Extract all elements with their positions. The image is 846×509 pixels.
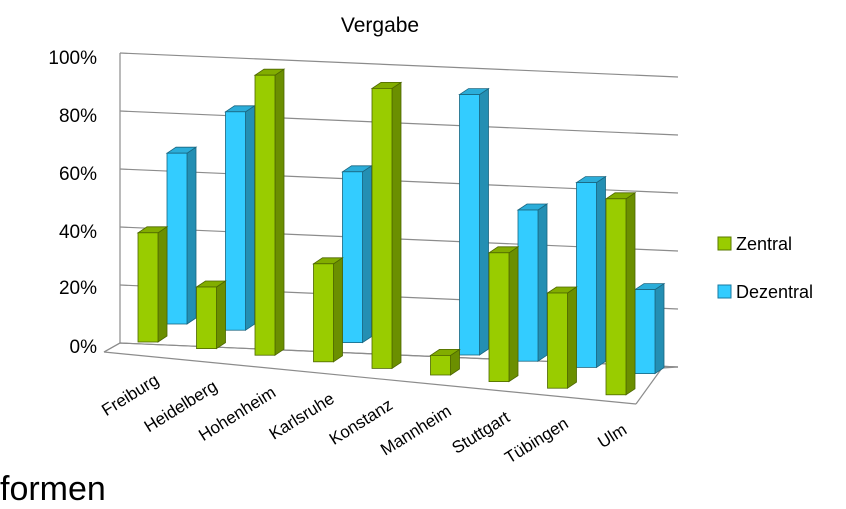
bar-front: [225, 111, 246, 331]
bar-front: [342, 171, 363, 344]
y-tick-label: 100%: [48, 48, 97, 69]
bar-side: [274, 68, 285, 356]
floor-side: [661, 366, 679, 369]
y-axis-ticks: 0% 20% 40% 60% 80% 100%: [48, 48, 97, 358]
bar-zentral: [604, 192, 637, 396]
bar-front: [430, 354, 451, 376]
y-tick-label: 20%: [59, 278, 97, 299]
floor-left-edge: [103, 342, 121, 353]
bar-layer: [136, 68, 666, 396]
bar-front: [517, 209, 539, 362]
bar-front: [634, 289, 656, 375]
bar-zentral: [370, 81, 403, 370]
y-tick-label: 0%: [70, 337, 98, 358]
legend-swatch-dezentral: [717, 284, 732, 299]
bar-dezentral: [165, 146, 198, 325]
gridline: [119, 52, 679, 78]
bar-side: [508, 246, 519, 383]
bar-dezentral: [224, 105, 256, 331]
bar-front: [254, 74, 276, 356]
floor-front-edge: [103, 351, 637, 405]
bar-front: [547, 292, 568, 389]
y-tick-label: 60%: [59, 164, 97, 185]
y-tick-label: 40%: [59, 222, 97, 243]
bar-front: [166, 152, 188, 325]
bar-side: [216, 280, 226, 350]
bar-front: [313, 263, 334, 363]
bar-front: [371, 88, 393, 369]
bar-dezentral: [516, 203, 549, 362]
bar-side: [362, 165, 372, 344]
bar-front: [459, 94, 480, 356]
bar-zentral: [195, 280, 227, 350]
bar-dezentral: [458, 87, 490, 356]
chart-title: Vergabe: [341, 14, 419, 37]
bar-front: [488, 252, 510, 383]
legend: Zentral Dezentral: [717, 234, 813, 302]
bar-front: [576, 182, 597, 368]
bar-front: [196, 286, 217, 349]
bar-dezentral: [633, 282, 666, 375]
bar-zentral: [253, 68, 286, 356]
bar-side: [245, 105, 255, 331]
category-label: Ulm: [594, 420, 630, 452]
bar-side: [186, 146, 197, 325]
partial-footer-text: formen: [0, 470, 106, 508]
bar-front: [605, 198, 627, 396]
bar-side: [537, 203, 548, 362]
bar-side: [596, 175, 606, 369]
category-label: Tübingen: [501, 414, 571, 468]
bar-side: [625, 192, 636, 396]
bar-zentral: [136, 226, 169, 343]
bar-side: [157, 226, 168, 343]
floor-right-edge: [635, 367, 663, 405]
bar-side: [567, 286, 577, 389]
bar-dezentral: [341, 165, 373, 344]
bar-zentral: [312, 257, 344, 363]
bar-side: [654, 282, 665, 375]
y-tick-label: 80%: [59, 106, 97, 127]
bar-zentral: [429, 348, 461, 376]
bar-side: [333, 257, 343, 363]
legend-label-dezentral: Dezentral: [736, 282, 813, 302]
legend-swatch-zentral: [717, 236, 732, 251]
bar-zentral: [487, 246, 520, 383]
bar-side: [479, 87, 489, 356]
legend-label-zentral: Zentral: [736, 234, 792, 254]
bar-dezentral: [575, 175, 607, 369]
bar-side: [391, 81, 402, 370]
bar-front: [137, 232, 159, 343]
bar-zentral: [546, 286, 578, 389]
